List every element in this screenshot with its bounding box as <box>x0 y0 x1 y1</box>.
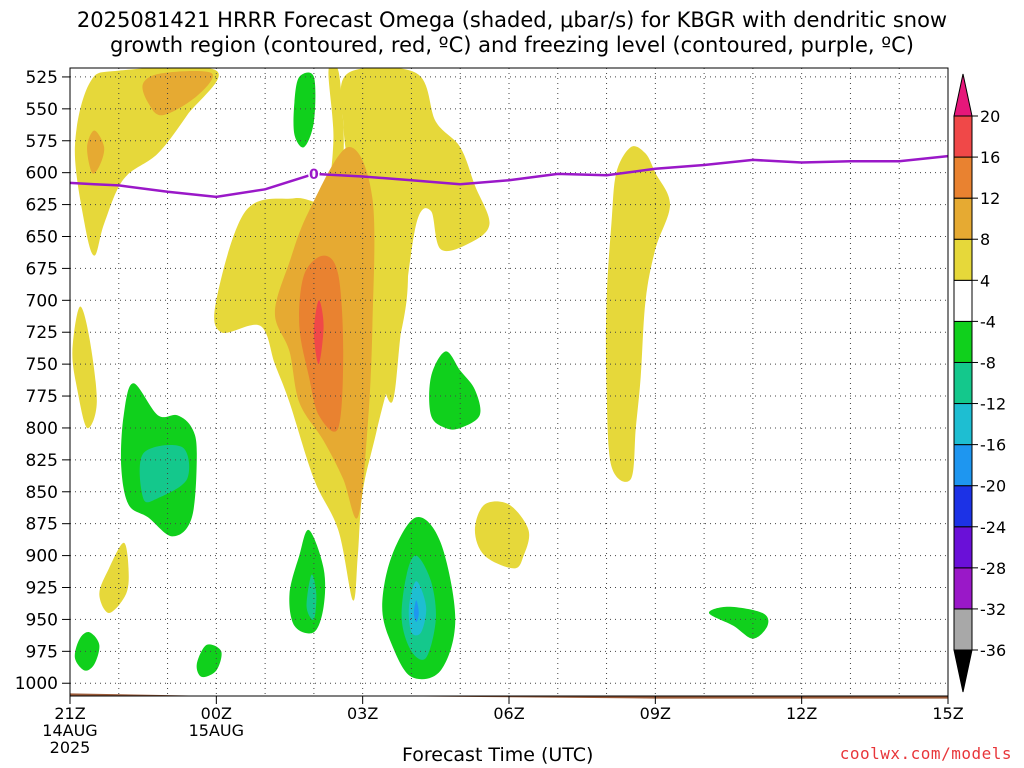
y-tick-label-775: 775 <box>26 387 58 407</box>
y-tick-label-575: 575 <box>26 132 58 152</box>
colorbar: -36 -32 -28 -24 -20 -16 -12 -8 -4 4 8 12 16 20 <box>953 73 1006 693</box>
omega-region-12 <box>99 542 129 613</box>
y-tick-label-650: 650 <box>26 227 58 247</box>
colorbar-label-16: 16 <box>980 148 1000 167</box>
omega-region-23 <box>74 631 100 671</box>
y-tick-label-550: 550 <box>26 100 58 120</box>
colorbar-label-4: 4 <box>980 271 990 290</box>
x-tick-label-15Z: 15Z <box>932 704 963 723</box>
omega-region-14 <box>139 444 190 503</box>
colorbar-label--12: -12 <box>980 395 1006 414</box>
y-tick-label-925: 925 <box>26 579 58 599</box>
colorbar-box--16 <box>953 403 973 446</box>
x-tick-label-06Z: 06Z <box>493 704 524 723</box>
omega-region-15 <box>293 72 316 148</box>
y-tick-label-600: 600 <box>26 164 58 184</box>
colorbar-box--28 <box>953 526 973 569</box>
omega-region-1 <box>74 68 219 256</box>
colorbar-label--8: -8 <box>980 353 996 372</box>
colorbar-label--24: -24 <box>980 518 1006 537</box>
colorbar-box--20 <box>953 444 973 487</box>
omega-region-9 <box>313 300 324 365</box>
y-tick-label-825: 825 <box>26 451 58 471</box>
omega-region-2 <box>142 70 213 116</box>
y-tick-label-950: 950 <box>26 610 58 630</box>
colorbar-label--20: -20 <box>980 477 1006 496</box>
omega-shading-layer <box>72 68 769 680</box>
x-tick-label-09Z: 09Z <box>640 704 671 723</box>
colorbar-label--4: -4 <box>980 312 996 331</box>
omega-region-25 <box>708 606 769 639</box>
omega-region-20 <box>413 600 419 622</box>
colorbar-bottom-arrow <box>953 649 973 693</box>
y-tick-label-625: 625 <box>26 196 58 216</box>
x-tick-label-00Z: 00Z <box>201 704 232 723</box>
y-tick-label-800: 800 <box>26 419 58 439</box>
colorbar-label--28: -28 <box>980 559 1006 578</box>
omega-region-11 <box>474 501 530 569</box>
colorbar-label-12: 12 <box>980 189 1000 208</box>
x-tick-label-12Z: 12Z <box>786 704 817 723</box>
colorbar-box-8 <box>953 197 973 240</box>
colorbar-box-16 <box>953 115 973 158</box>
colorbar-label--36: -36 <box>980 641 1006 660</box>
freezing-level-line <box>69 154 949 199</box>
colorbar-top-arrow <box>953 73 973 117</box>
freezing-level-label: 0 <box>309 167 319 183</box>
colorbar-box--4 <box>953 279 973 322</box>
y-tick-label-975: 975 <box>26 642 58 662</box>
x-axis-title: Forecast Time (UTC) <box>402 744 594 766</box>
omega-region-6 <box>340 68 490 403</box>
colorbar-label-8: 8 <box>980 230 990 249</box>
y-tick-label-700: 700 <box>26 291 58 311</box>
x-tick-label-21Z: 21Z <box>54 704 85 723</box>
colorbar-box--12 <box>953 361 973 405</box>
colorbar-box-12 <box>953 156 973 199</box>
chart-title-line-1: 2025081421 HRRR Forecast Omega (shaded, … <box>76 8 948 32</box>
colorbar-label--16: -16 <box>980 436 1006 455</box>
chart-title-line-2: growth region (contoured, red, ºC) and f… <box>110 33 914 57</box>
colorbar-label-20: 20 <box>980 107 1000 126</box>
omega-region-10 <box>605 146 670 482</box>
y-tick-label-900: 900 <box>26 547 58 567</box>
colorbar-box--8 <box>953 320 973 363</box>
y-tick-label-525: 525 <box>26 68 58 88</box>
omega-region-21 <box>289 529 326 634</box>
omega-region-4 <box>72 306 97 429</box>
x-tick-sublabel-21Z-1: 14AUG <box>42 721 97 740</box>
colorbar-box-4 <box>953 238 973 281</box>
y-tick-label-875: 875 <box>26 515 58 535</box>
source-credit: coolwx.com/models <box>839 744 1012 763</box>
y-tick-label-850: 850 <box>26 483 58 503</box>
x-tick-label-03Z: 03Z <box>347 704 378 723</box>
x-tick-sublabel-21Z-2: 2025 <box>50 738 91 757</box>
y-tick-label-725: 725 <box>26 323 58 343</box>
y-tick-label-750: 750 <box>26 355 58 375</box>
x-tick-sublabel-00Z-1: 15AUG <box>189 721 244 740</box>
y-axis: 525 550 575 600 625 650 675 700 725 750 775 800 825 8… <box>15 68 70 694</box>
omega-region-3 <box>87 130 105 174</box>
colorbar-box--32 <box>953 567 973 610</box>
colorbar-box--36 <box>953 608 973 651</box>
colorbar-label--32: -32 <box>980 600 1006 619</box>
freezing-level-layer: 0 <box>69 154 949 199</box>
y-tick-label-1000: 1000 <box>15 674 58 694</box>
omega-region-24 <box>196 644 222 678</box>
colorbar-box--24 <box>953 485 973 528</box>
y-tick-label-675: 675 <box>26 259 58 279</box>
omega-region-16 <box>429 351 481 430</box>
